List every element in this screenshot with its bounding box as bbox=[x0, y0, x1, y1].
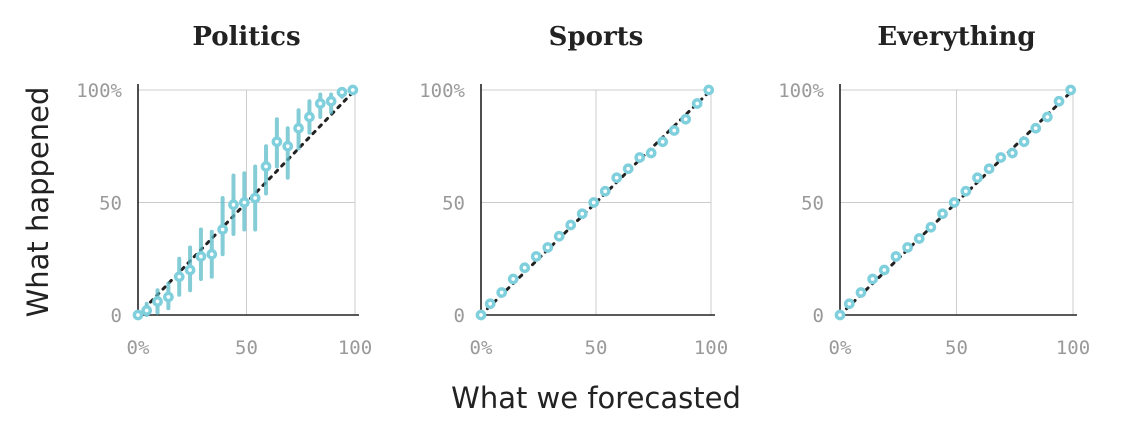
data-point bbox=[834, 309, 846, 321]
x-tick-label: 50 bbox=[235, 337, 258, 359]
data-point bbox=[325, 95, 337, 107]
data-point bbox=[293, 122, 304, 134]
data-point bbox=[1018, 136, 1030, 148]
data-point bbox=[1065, 84, 1077, 96]
data-point bbox=[530, 251, 542, 262]
data-point bbox=[925, 221, 937, 233]
data-point bbox=[475, 309, 487, 321]
data-point bbox=[336, 86, 348, 98]
y-tick-label: 0 bbox=[813, 305, 824, 327]
data-point bbox=[1030, 122, 1042, 134]
data-point bbox=[271, 136, 283, 148]
data-point bbox=[347, 84, 359, 96]
data-point bbox=[843, 298, 855, 310]
y-tick-label: 100% bbox=[76, 80, 122, 102]
data-point bbox=[913, 233, 925, 244]
data-point bbox=[972, 172, 983, 184]
data-point bbox=[132, 309, 144, 321]
data-point bbox=[260, 161, 272, 172]
y-tick-label: 50 bbox=[99, 193, 122, 215]
chart-panels: Politics00%5050100%100Sports00%5050100%1… bbox=[76, 22, 1090, 359]
panel-title: Politics bbox=[192, 22, 300, 52]
data-point bbox=[937, 208, 948, 220]
y-tick-label: 50 bbox=[801, 193, 824, 215]
data-point bbox=[1007, 147, 1018, 159]
data-point bbox=[960, 185, 972, 197]
data-point bbox=[249, 192, 261, 204]
panel-everything: Everything 00% 50 50 100% 100 bbox=[778, 22, 1090, 359]
data-point bbox=[576, 208, 588, 220]
data-point bbox=[948, 197, 960, 208]
data-point bbox=[588, 197, 600, 208]
data-point bbox=[855, 287, 867, 298]
data-point bbox=[152, 296, 163, 307]
data-point bbox=[1042, 111, 1053, 123]
data-point bbox=[867, 273, 878, 285]
data-point bbox=[995, 152, 1007, 163]
data-point bbox=[691, 98, 703, 109]
data-point bbox=[206, 248, 218, 260]
data-point bbox=[680, 113, 692, 125]
data-point bbox=[553, 230, 565, 242]
data-point bbox=[173, 271, 185, 283]
data-point bbox=[634, 152, 646, 163]
data-point bbox=[611, 172, 623, 184]
x-tick-label: 0% bbox=[829, 337, 852, 359]
data-point bbox=[622, 163, 634, 175]
y-tick-label: 50 bbox=[442, 193, 465, 215]
data-point bbox=[645, 147, 657, 159]
data-point bbox=[217, 224, 228, 235]
panel-sports: Sports 00% 50 50 100% 100 bbox=[419, 22, 728, 359]
data-point bbox=[599, 185, 611, 197]
data-point bbox=[238, 197, 250, 208]
x-tick-label: 50 bbox=[945, 337, 968, 359]
x-tick-label: 100 bbox=[1056, 337, 1090, 359]
y-axis-label: What happened bbox=[21, 87, 55, 318]
data-point bbox=[507, 273, 519, 285]
data-point bbox=[141, 305, 153, 316]
data-point bbox=[304, 111, 315, 123]
data-point bbox=[983, 163, 995, 175]
x-tick-label: 0% bbox=[470, 337, 493, 359]
data-point bbox=[496, 287, 508, 298]
x-tick-label: 0% bbox=[127, 337, 150, 359]
data-point bbox=[565, 219, 577, 231]
panel-title: Sports bbox=[549, 22, 644, 52]
data-point bbox=[1053, 95, 1065, 107]
data-point bbox=[282, 140, 294, 152]
x-tick-label: 100 bbox=[694, 337, 728, 359]
x-tick-label: 100 bbox=[338, 337, 372, 359]
data-point bbox=[703, 84, 715, 96]
y-tick-label: 100% bbox=[778, 80, 824, 102]
data-point bbox=[657, 136, 669, 148]
data-point bbox=[878, 264, 890, 276]
y-tick-label: 0 bbox=[454, 305, 465, 327]
panel-title: Everything bbox=[877, 22, 1035, 52]
data-point bbox=[163, 291, 174, 303]
data-point bbox=[228, 199, 239, 211]
data-point bbox=[484, 298, 496, 310]
x-tick-label: 50 bbox=[585, 337, 608, 359]
x-axis-label: What we forecasted bbox=[451, 381, 741, 415]
y-tick-label: 0 bbox=[111, 305, 122, 327]
data-point bbox=[184, 264, 196, 276]
data-point bbox=[902, 242, 913, 253]
y-tick-label: 100% bbox=[419, 80, 465, 102]
data-point bbox=[542, 242, 554, 253]
panel-politics: Politics 00% 50 50 100% 100 bbox=[76, 22, 372, 359]
data-point bbox=[890, 251, 902, 262]
data-point bbox=[668, 125, 680, 136]
data-point bbox=[314, 98, 326, 109]
data-point bbox=[519, 262, 531, 274]
data-point bbox=[195, 251, 207, 262]
